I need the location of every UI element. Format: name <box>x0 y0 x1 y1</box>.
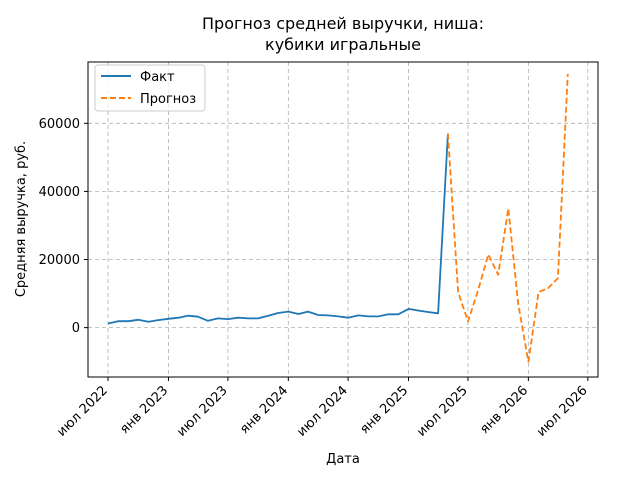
legend-label-forecast: Прогноз <box>140 92 196 107</box>
legend: Факт Прогноз <box>94 64 206 112</box>
chart-title-line1: Прогноз средней выручки, ниша: <box>202 14 484 33</box>
series-line-fact <box>107 133 449 325</box>
chart-title-line2: кубики игральные <box>265 35 421 54</box>
y-ticks: 0 20000 40000 60000 <box>39 117 88 336</box>
legend-label-fact: Факт <box>140 70 175 85</box>
x-axis-label: Дата <box>326 452 360 467</box>
y-tick-label: 60000 <box>39 117 80 132</box>
plot-frame <box>87 61 599 378</box>
grid <box>88 62 598 377</box>
y-tick-label: 40000 <box>39 185 80 200</box>
y-tick-label: 0 <box>72 321 80 336</box>
series-line-forecast <box>447 73 569 363</box>
y-axis-label: Средняя выручка, руб. <box>14 141 29 297</box>
series-layer <box>107 73 569 363</box>
y-tick-label: 20000 <box>39 253 80 268</box>
